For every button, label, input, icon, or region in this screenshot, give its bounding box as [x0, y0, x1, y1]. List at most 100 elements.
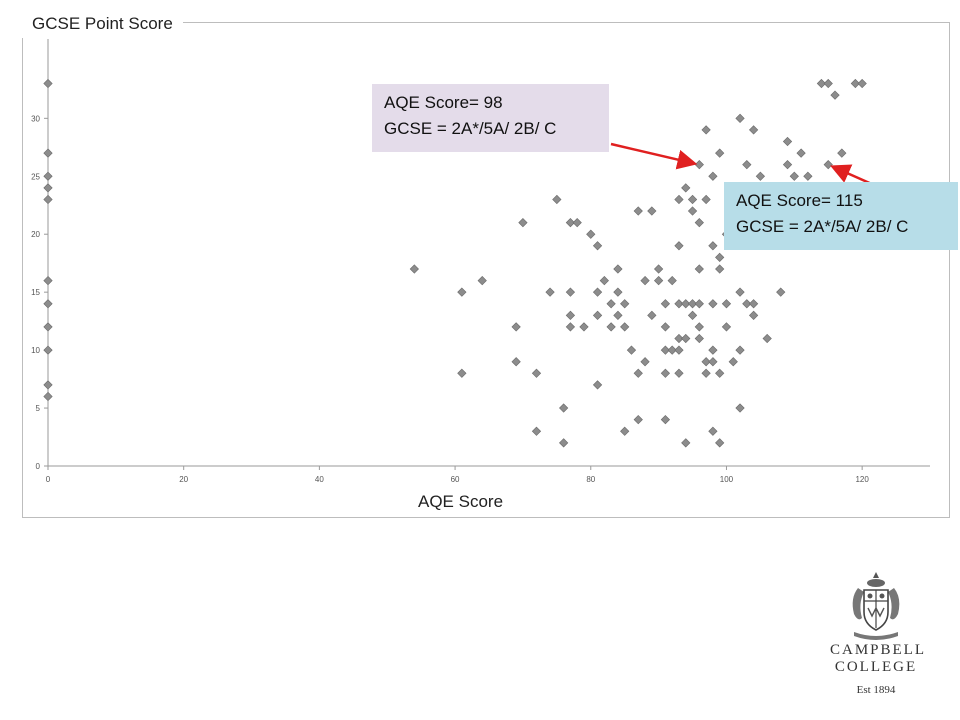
callout-aqe-98: AQE Score= 98 GCSE = 2A*/5A/ 2B/ C [372, 84, 609, 152]
data-point [660, 415, 671, 425]
data-point [43, 148, 53, 158]
data-point [633, 368, 643, 378]
data-point [748, 299, 759, 309]
data-point [572, 218, 582, 228]
data-point [823, 160, 833, 170]
data-point [592, 310, 603, 320]
data-point [782, 160, 793, 170]
data-point [715, 264, 725, 274]
data-point [721, 322, 732, 332]
data-point [620, 299, 630, 309]
data-point [742, 299, 752, 309]
x-tick-label: 100 [720, 475, 734, 484]
data-point [674, 368, 684, 378]
data-point [613, 264, 623, 274]
data-point [755, 171, 766, 181]
data-point [592, 287, 603, 297]
data-point [667, 275, 677, 286]
data-point [565, 310, 576, 320]
data-point [545, 287, 555, 297]
data-point [586, 229, 596, 239]
x-tick-label: 40 [315, 475, 324, 484]
data-point [735, 403, 745, 413]
data-point [674, 345, 684, 355]
data-point [694, 322, 704, 332]
data-point [653, 275, 664, 286]
data-point [43, 78, 53, 89]
data-point [640, 357, 650, 367]
data-point [43, 183, 53, 193]
x-tick-label: 20 [179, 475, 188, 484]
data-point [43, 391, 53, 402]
data-point [687, 194, 698, 205]
data-point [681, 333, 691, 344]
data-point [715, 252, 725, 263]
data-point [660, 322, 671, 332]
x-tick-label: 80 [586, 475, 595, 484]
y-tick-label: 25 [31, 172, 40, 181]
data-point [837, 148, 847, 158]
data-point [674, 299, 684, 309]
data-point [457, 287, 467, 297]
data-point [43, 171, 53, 181]
tick-labels: 0 20 40 60 80 100 120 0 5 10 15 20 25 30 [31, 114, 869, 484]
data-point [735, 345, 745, 355]
data-point [667, 345, 677, 355]
data-point [674, 194, 684, 205]
data-point [721, 299, 732, 309]
data-point [830, 90, 840, 100]
data-point [565, 322, 576, 332]
campbell-college-logo: CAMPBELL COLLEGE Est 1894 [830, 570, 924, 696]
data-point [701, 357, 711, 367]
data-point [674, 241, 684, 251]
data-point [803, 171, 813, 181]
data-point [681, 299, 691, 309]
data-point [647, 310, 657, 320]
data-point [531, 368, 542, 378]
data-point [796, 148, 806, 158]
data-point [559, 438, 569, 448]
data-point [708, 357, 718, 367]
data-point [715, 148, 725, 158]
data-point [592, 241, 603, 251]
data-point [606, 299, 616, 309]
data-point [599, 275, 609, 286]
callout-aqe-115-line1: AQE Score= 115 [736, 191, 863, 210]
data-point [457, 368, 467, 378]
data-point [660, 299, 671, 309]
data-point [409, 264, 419, 274]
data-point [653, 264, 664, 274]
y-tick-label: 10 [31, 346, 40, 355]
data-point [592, 380, 603, 390]
data-point [694, 160, 704, 170]
data-point [43, 194, 53, 205]
data-point [518, 218, 528, 228]
data-point [620, 426, 630, 436]
x-tick-label: 60 [451, 475, 460, 484]
data-point [776, 287, 786, 297]
data-point [701, 194, 711, 205]
data-point [694, 218, 704, 228]
data-point [789, 171, 799, 181]
data-point [531, 426, 542, 436]
data-point [511, 357, 521, 367]
data-point [43, 380, 53, 390]
data-point [477, 275, 487, 286]
data-point [640, 275, 650, 286]
data-point [701, 368, 711, 378]
data-point [735, 287, 745, 297]
x-axis-title: AQE Score [408, 488, 514, 516]
data-point [620, 322, 630, 332]
y-tick-label: 5 [36, 404, 41, 413]
data-point [559, 403, 569, 413]
data-point [660, 345, 671, 355]
x-tick-label: 120 [855, 475, 869, 484]
y-tick-label: 15 [31, 288, 40, 297]
arrow-to-aqe-98 [610, 142, 698, 170]
data-point [43, 322, 53, 332]
data-point [823, 78, 833, 89]
data-point [674, 333, 684, 344]
data-point [633, 206, 643, 216]
data-point [708, 241, 718, 251]
data-point [687, 206, 698, 216]
